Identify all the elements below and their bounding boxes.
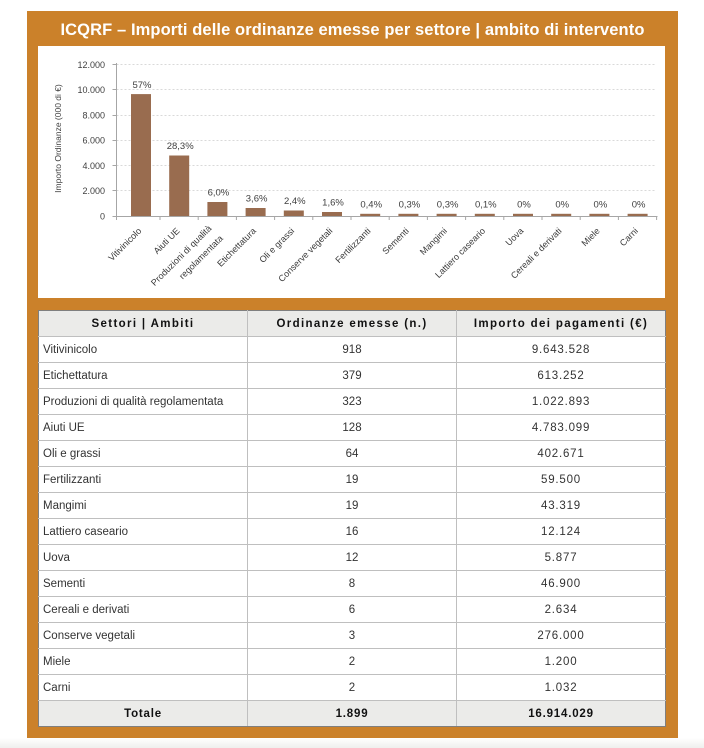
svg-text:4.000: 4.000 — [82, 161, 105, 171]
svg-text:0%: 0% — [517, 200, 531, 211]
svg-text:0%: 0% — [632, 200, 646, 211]
svg-text:0,1%: 0,1% — [475, 200, 497, 211]
svg-text:Oli e grassi: Oli e grassi — [257, 226, 296, 265]
svg-text:2.000: 2.000 — [82, 186, 105, 196]
svg-text:Fertilizzanti: Fertilizzanti — [333, 226, 372, 265]
svg-text:10.000: 10.000 — [77, 85, 105, 95]
svg-text:8.000: 8.000 — [82, 110, 105, 120]
svg-text:6,0%: 6,0% — [208, 188, 230, 199]
svg-text:0%: 0% — [555, 200, 569, 211]
svg-text:28,3%: 28,3% — [167, 141, 194, 152]
svg-text:6.000: 6.000 — [82, 136, 105, 146]
svg-text:0%: 0% — [594, 200, 608, 211]
svg-text:Carni: Carni — [618, 226, 640, 248]
svg-text:57%: 57% — [132, 80, 152, 91]
svg-text:Uova: Uova — [503, 226, 525, 248]
svg-text:0: 0 — [100, 212, 105, 222]
svg-text:0,3%: 0,3% — [399, 200, 421, 211]
svg-text:Sementi: Sementi — [380, 226, 410, 256]
svg-text:3,6%: 3,6% — [246, 194, 268, 205]
svg-text:0,4%: 0,4% — [360, 200, 382, 211]
svg-text:Vitivinicolo: Vitivinicolo — [106, 226, 143, 263]
svg-text:Mangimi: Mangimi — [418, 226, 449, 257]
svg-text:Miele: Miele — [580, 226, 602, 248]
svg-text:0,3%: 0,3% — [437, 200, 459, 211]
svg-text:2,4%: 2,4% — [284, 196, 306, 207]
svg-text:12.000: 12.000 — [77, 60, 105, 70]
svg-text:1,6%: 1,6% — [322, 198, 344, 209]
svg-text:Importo Ordinanze (000 di €): Importo Ordinanze (000 di €) — [53, 84, 63, 193]
svg-text:Etichettatura: Etichettatura — [215, 226, 258, 269]
